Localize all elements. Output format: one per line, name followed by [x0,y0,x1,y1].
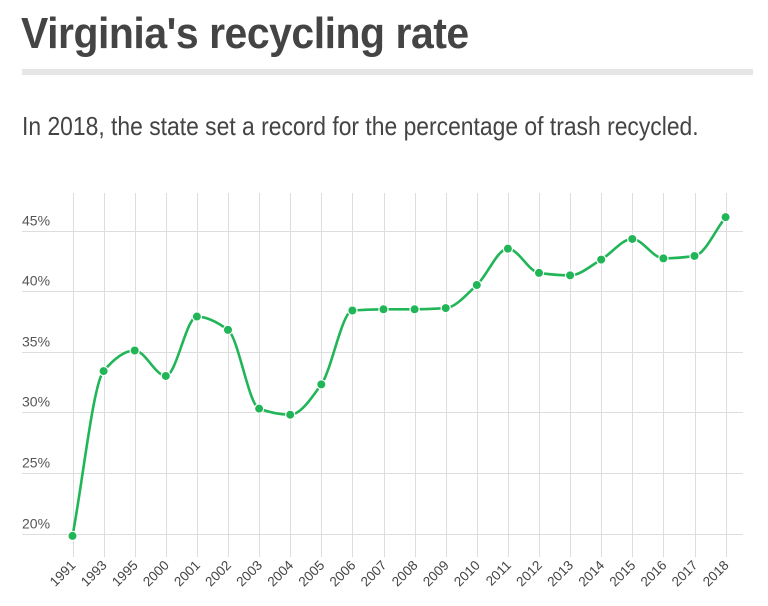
x-tick-label: 1995 [109,558,141,590]
x-tick-label: 2006 [327,558,359,590]
y-axis-labels: 20% 25% 30% 35% 40% 45% [22,213,50,532]
x-tick-label: 2008 [389,558,421,590]
data-point-1993[interactable] [98,365,109,377]
data-point-2010[interactable] [471,279,482,291]
data-point-2001[interactable] [191,311,203,322]
data-point-2006[interactable] [347,305,358,316]
title-divider [22,69,753,75]
data-point-2008[interactable] [409,304,420,315]
data-point-2005[interactable] [316,379,327,390]
x-tick-label: 2012 [513,558,545,590]
x-tick-label: 1993 [78,558,110,590]
x-tick-label: 1991 [47,558,79,590]
grid-horizontal [22,231,743,535]
y-tick-label: 30% [22,394,50,410]
x-tick-label: 2015 [607,558,639,590]
data-point-2002[interactable] [222,324,234,336]
x-tick-label: 2007 [358,558,390,590]
y-tick-label: 35% [22,334,50,350]
data-point-2011[interactable] [502,243,514,254]
data-point-2016[interactable] [658,253,669,264]
data-point-2013[interactable] [564,270,576,281]
x-tick-label: 2001 [171,558,203,590]
data-point-2009[interactable] [440,302,451,314]
data-point-2000[interactable] [160,370,171,382]
data-point-2012[interactable] [533,267,545,279]
x-tick-label: 2011 [483,558,514,589]
x-tick-label: 2010 [451,558,483,590]
data-markers [67,211,731,542]
x-tick-label: 2017 [669,558,701,590]
data-point-2007[interactable] [378,304,389,315]
y-tick-label: 20% [22,516,50,532]
x-tick-label: 2014 [575,557,607,589]
y-tick-label: 45% [22,213,50,229]
x-tick-label: 2009 [420,558,452,590]
data-point-2018[interactable] [720,211,731,223]
grid-vertical [73,193,727,557]
x-tick-label: 2003 [233,558,265,590]
x-tick-label: 2013 [544,558,576,590]
data-point-1995[interactable] [129,345,140,356]
x-tick-label: 2005 [296,558,328,590]
x-tick-label: 2004 [264,557,296,589]
chart-title: Virginia's recycling rate [21,9,469,58]
x-axis-labels: 1991 1993 1995 2000 2001 2002 2003 2004 2005 2006… [47,557,732,589]
x-tick-label: 2002 [202,558,234,590]
data-point-2003[interactable] [253,403,265,414]
x-tick-label: 2016 [638,558,670,590]
data-point-2004[interactable] [285,409,296,420]
y-tick-label: 25% [22,455,50,471]
data-point-2015[interactable] [627,233,638,245]
x-tick-label: 2000 [140,558,172,590]
data-point-1991[interactable] [67,530,78,542]
y-tick-label: 40% [22,273,50,289]
x-tick-label: 2018 [700,558,732,590]
chart-subtitle: In 2018, the state set a record for the … [22,111,699,141]
data-point-2014[interactable] [596,254,607,265]
data-point-2017[interactable] [689,250,700,262]
